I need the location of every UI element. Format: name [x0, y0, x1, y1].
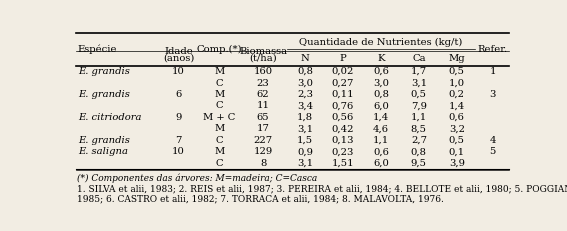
Text: 0,56: 0,56	[332, 113, 354, 122]
Text: 3,1: 3,1	[297, 124, 313, 133]
Text: 0,1: 0,1	[448, 147, 465, 156]
Text: 0,6: 0,6	[449, 113, 465, 122]
Text: 0,13: 0,13	[332, 136, 354, 145]
Text: (anos): (anos)	[163, 54, 194, 63]
Text: M: M	[214, 147, 225, 156]
Text: 1,0: 1,0	[448, 79, 465, 88]
Text: (*) Componentes das árvores: M=madeira; C=Casca: (*) Componentes das árvores: M=madeira; …	[77, 173, 318, 183]
Text: (t/ha): (t/ha)	[249, 54, 277, 63]
Text: 227: 227	[253, 136, 273, 145]
Text: 3,9: 3,9	[449, 159, 465, 168]
Text: 0,76: 0,76	[332, 101, 354, 110]
Text: 6: 6	[176, 90, 182, 99]
Text: 2,7: 2,7	[411, 136, 427, 145]
Text: Mg: Mg	[448, 54, 465, 63]
Text: 7,9: 7,9	[411, 101, 427, 110]
Text: M: M	[214, 124, 225, 133]
Text: P: P	[340, 54, 346, 63]
Text: 11: 11	[257, 101, 269, 110]
Text: 2,3: 2,3	[297, 90, 313, 99]
Text: 1,51: 1,51	[332, 159, 354, 168]
Text: 23: 23	[257, 79, 269, 88]
Text: M + C: M + C	[203, 113, 235, 122]
Text: 3,1: 3,1	[411, 79, 427, 88]
Text: 4,6: 4,6	[373, 124, 389, 133]
Text: Idade: Idade	[164, 47, 193, 56]
Text: E. grandis: E. grandis	[78, 90, 130, 99]
Text: 1,7: 1,7	[411, 67, 427, 76]
Text: 8,5: 8,5	[411, 124, 427, 133]
Text: 9,5: 9,5	[411, 159, 427, 168]
Text: 3,0: 3,0	[297, 79, 313, 88]
Text: 0,5: 0,5	[411, 90, 427, 99]
Text: 0,8: 0,8	[411, 147, 427, 156]
Text: 160: 160	[253, 67, 273, 76]
Text: 3,2: 3,2	[449, 124, 465, 133]
Text: 0,6: 0,6	[373, 67, 389, 76]
Text: 3,0: 3,0	[373, 79, 389, 88]
Text: Ca: Ca	[412, 54, 426, 63]
Text: 0,42: 0,42	[332, 124, 354, 133]
Text: Quantidade de Nutrientes (kg/t): Quantidade de Nutrientes (kg/t)	[299, 37, 463, 47]
Text: E. citriodora: E. citriodora	[78, 113, 141, 122]
Text: M: M	[214, 67, 225, 76]
Text: 0,9: 0,9	[297, 147, 313, 156]
Text: K: K	[377, 54, 384, 63]
Text: Refer.: Refer.	[477, 45, 507, 54]
Text: 1,1: 1,1	[373, 136, 389, 145]
Text: C: C	[215, 136, 223, 145]
Text: Espécie: Espécie	[78, 45, 117, 54]
Text: 1,8: 1,8	[297, 113, 313, 122]
Text: 7: 7	[175, 136, 182, 145]
Text: 1,5: 1,5	[297, 136, 313, 145]
Text: E. grandis: E. grandis	[78, 136, 130, 145]
Text: 0,6: 0,6	[373, 147, 389, 156]
Text: 0,27: 0,27	[332, 79, 354, 88]
Text: 1,4: 1,4	[448, 101, 465, 110]
Text: M: M	[214, 90, 225, 99]
Text: 8: 8	[260, 159, 266, 168]
Text: 0,8: 0,8	[373, 90, 389, 99]
Text: E. grandis: E. grandis	[78, 67, 130, 76]
Text: E. saligna: E. saligna	[78, 147, 128, 156]
Text: 5: 5	[489, 147, 496, 156]
Text: 0,8: 0,8	[297, 67, 313, 76]
Text: 3,4: 3,4	[297, 101, 313, 110]
Text: Biomassa: Biomassa	[239, 47, 287, 56]
Text: N: N	[301, 54, 310, 63]
Text: 1,4: 1,4	[373, 113, 389, 122]
Text: 1985; 6. CASTRO et alii, 1982; 7. TORRACA et alii, 1984; 8. MALAVOLTA, 1976.: 1985; 6. CASTRO et alii, 1982; 7. TORRAC…	[77, 195, 444, 204]
Text: 129: 129	[253, 147, 273, 156]
Text: 0,02: 0,02	[332, 67, 354, 76]
Text: 4: 4	[489, 136, 496, 145]
Text: 3,1: 3,1	[297, 159, 313, 168]
Text: 6,0: 6,0	[373, 101, 389, 110]
Text: 0,11: 0,11	[332, 90, 354, 99]
Text: 1,1: 1,1	[411, 113, 427, 122]
Text: 10: 10	[172, 147, 185, 156]
Text: 0,2: 0,2	[449, 90, 465, 99]
Text: 3: 3	[489, 90, 496, 99]
Text: C: C	[215, 159, 223, 168]
Text: 17: 17	[257, 124, 269, 133]
Text: 0,23: 0,23	[332, 147, 354, 156]
Text: Comp.(*): Comp.(*)	[197, 45, 242, 54]
Text: 1: 1	[489, 67, 496, 76]
Text: 0,5: 0,5	[449, 67, 465, 76]
Text: 10: 10	[172, 67, 185, 76]
Text: 65: 65	[257, 113, 269, 122]
Text: C: C	[215, 79, 223, 88]
Text: 62: 62	[257, 90, 269, 99]
Text: C: C	[215, 101, 223, 110]
Text: 0,5: 0,5	[449, 136, 465, 145]
Text: 1. SILVA et alii, 1983; 2. REIS et alii, 1987; 3. PEREIRA et alii, 1984; 4. BELL: 1. SILVA et alii, 1983; 2. REIS et alii,…	[77, 184, 567, 193]
Text: 6,0: 6,0	[373, 159, 389, 168]
Text: 9: 9	[175, 113, 182, 122]
